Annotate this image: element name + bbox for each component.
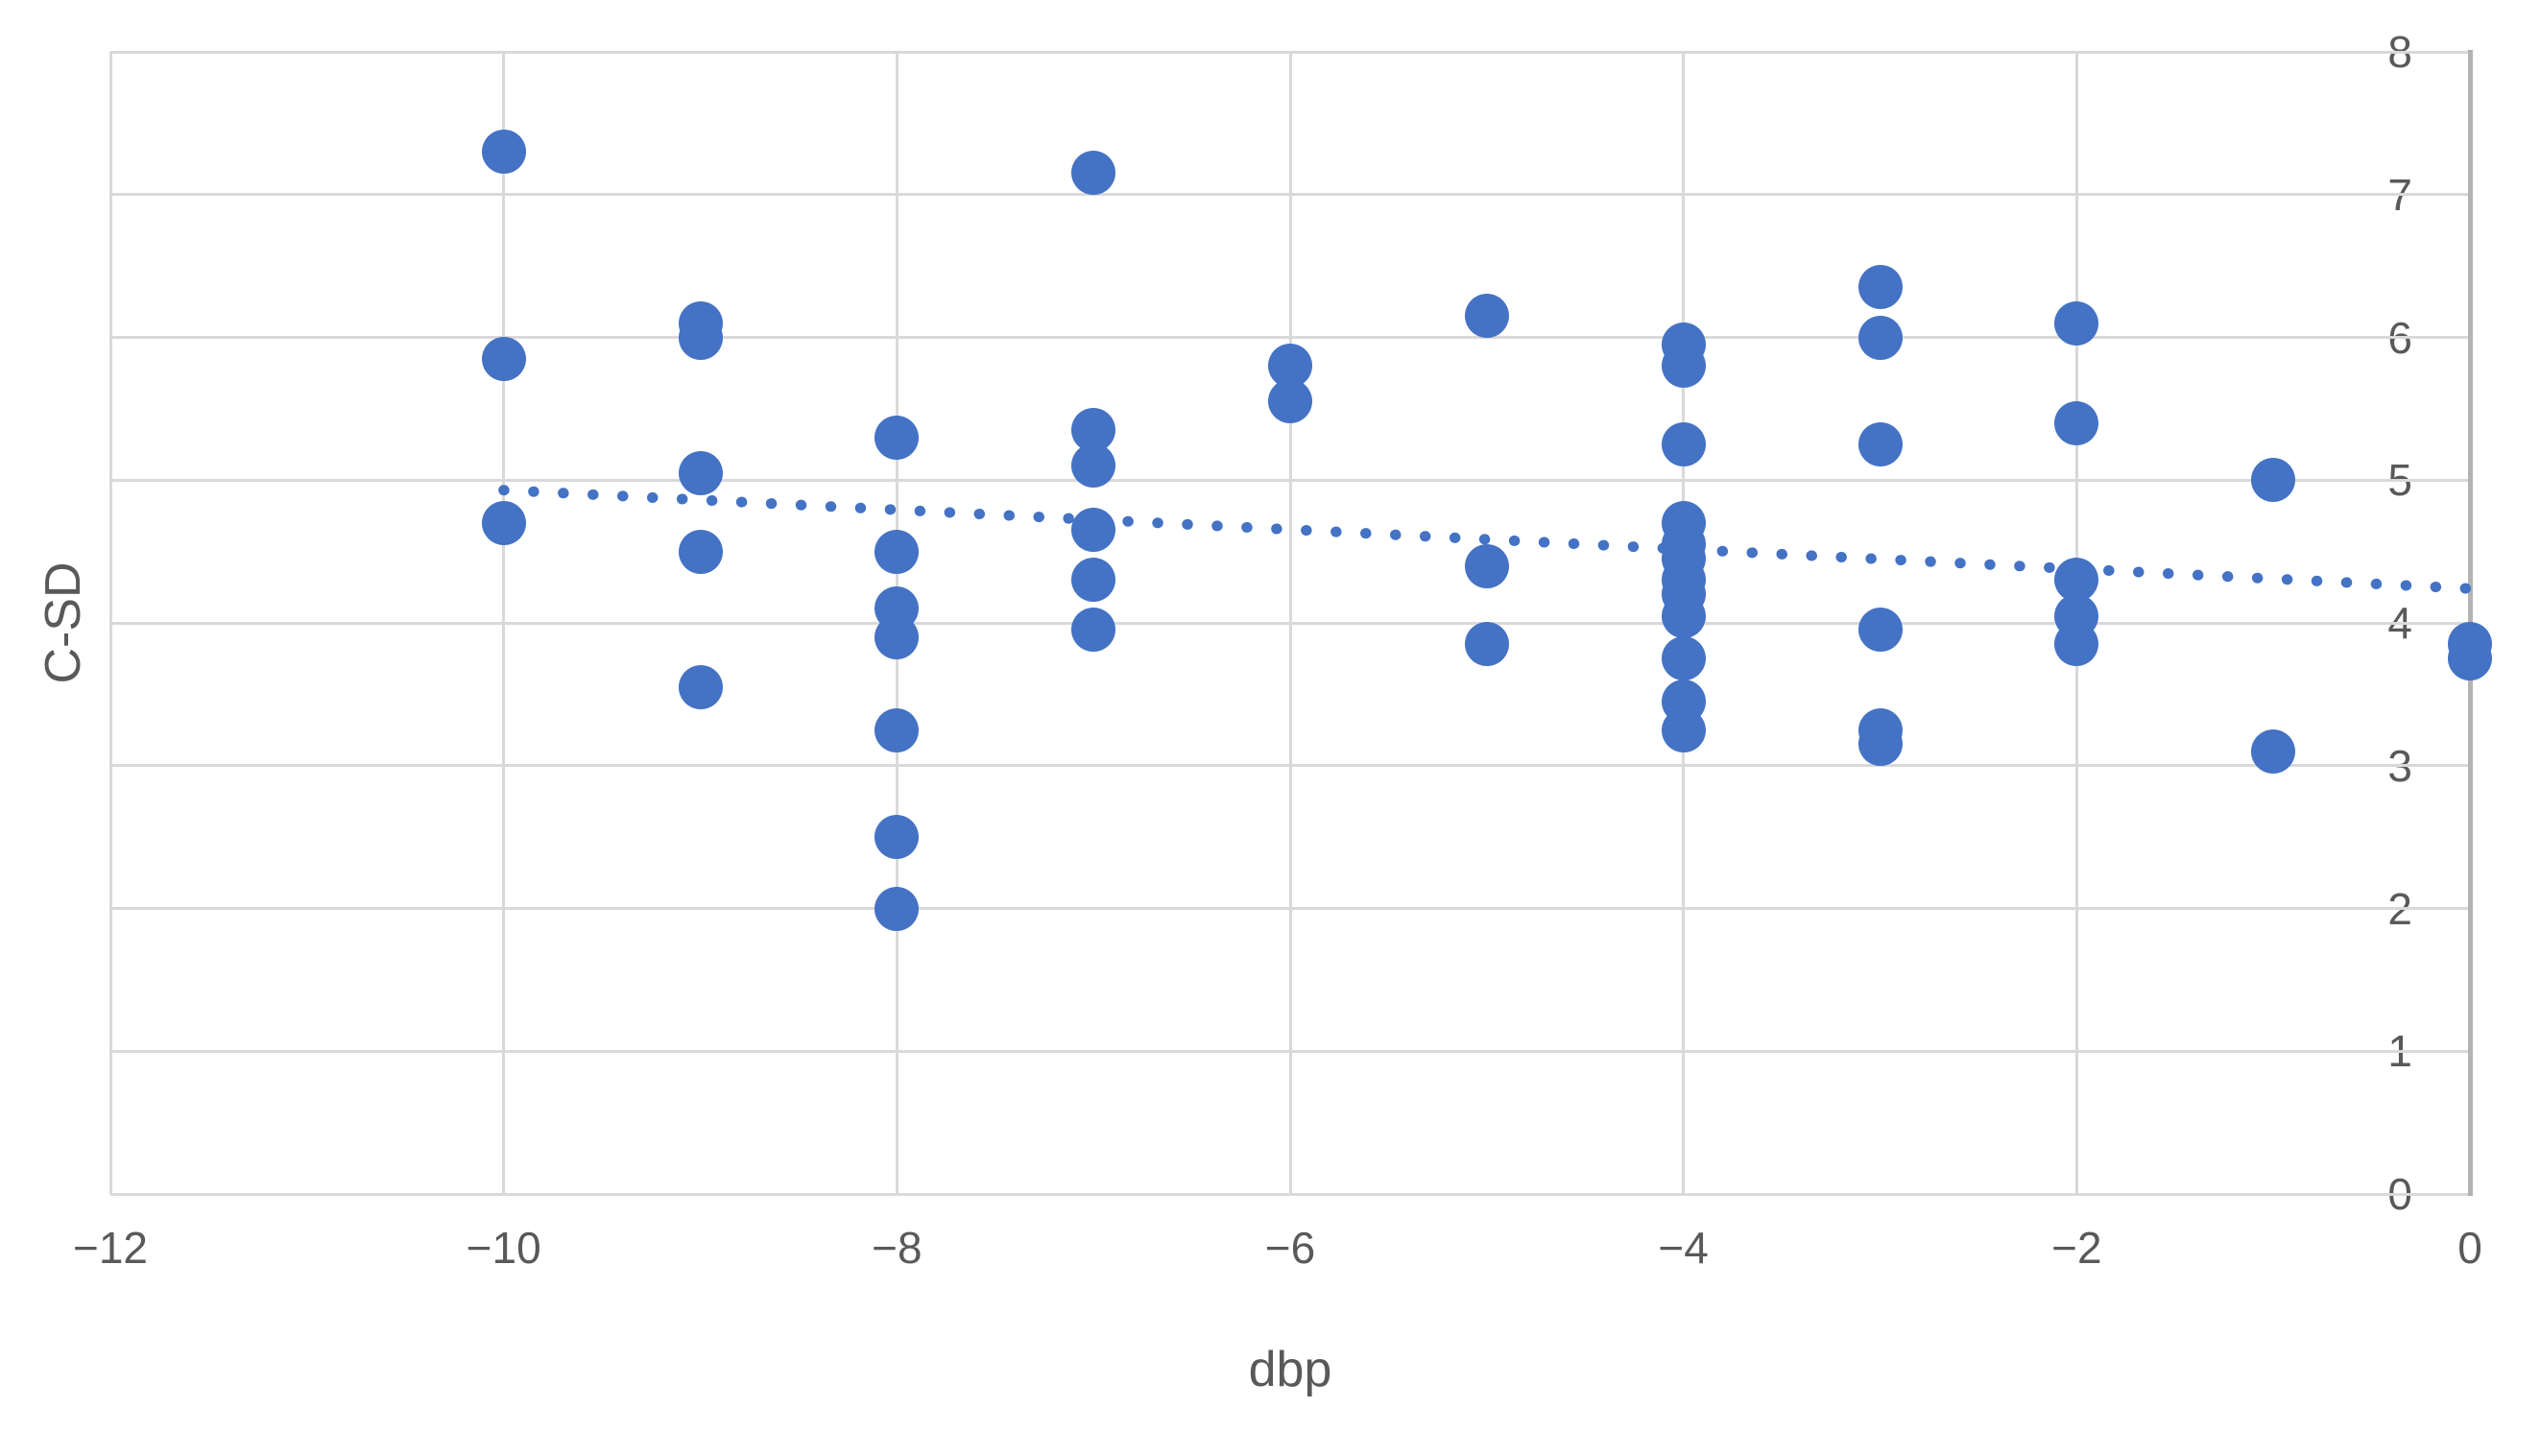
scatter-point [1857,722,1903,767]
scatter-point [678,315,723,360]
scatter-point [481,500,526,545]
scatter-point [678,529,723,574]
scatter-point [1071,151,1116,196]
scatter-point [1661,593,1706,638]
scatter-point [1071,508,1116,553]
scatter-point [678,450,723,495]
x-tick-label: −4 [1658,1223,1709,1273]
scatter-point [2448,636,2492,681]
x-tick-label: −8 [872,1223,923,1273]
scatter-point [1464,294,1509,339]
x-tick-label: −6 [1264,1223,1316,1273]
scatter-point [875,707,920,752]
scatter-point [1464,622,1509,667]
scatter-point [1071,608,1116,653]
scatter-point [2054,400,2099,445]
vertical-gridline [1288,52,1292,1194]
x-tick-label: 0 [2457,1223,2482,1273]
scatter-point [1857,265,1903,310]
scatter-point [1071,558,1116,603]
scatter-point [1071,443,1116,489]
x-axis-title: dbp [1248,1342,1332,1397]
scatter-point [1661,636,1706,681]
x-tick-label: −2 [2051,1223,2102,1273]
scatter-point [875,614,920,659]
scatter-point [2054,622,2099,667]
scatter-point [481,130,526,175]
x-tick-label: −12 [72,1223,149,1273]
scatter-point [875,886,920,931]
scatter-point [2054,300,2099,346]
scatter-point [1857,608,1903,653]
scatter-point [1464,543,1509,588]
vertical-gridline [502,52,506,1194]
scatter-point [1661,344,1706,389]
scatter-point [875,529,920,574]
horizontal-gridline [110,1192,2470,1196]
y-axis-title: C-SD [36,561,91,684]
scatter-point [2251,728,2296,774]
scatter-point [1661,422,1706,467]
scatter-point [2251,458,2296,503]
scatter-point [678,664,723,709]
scatter-point [1857,315,1903,360]
scatter-point [1661,707,1706,752]
scatter-point [875,815,920,860]
x-tick-label: −10 [466,1223,541,1273]
scatter-point [875,415,920,460]
vertical-gridline [108,52,112,1194]
scatter-point [1857,422,1903,467]
scatter-point [481,336,526,381]
scatter-point [1268,379,1312,424]
